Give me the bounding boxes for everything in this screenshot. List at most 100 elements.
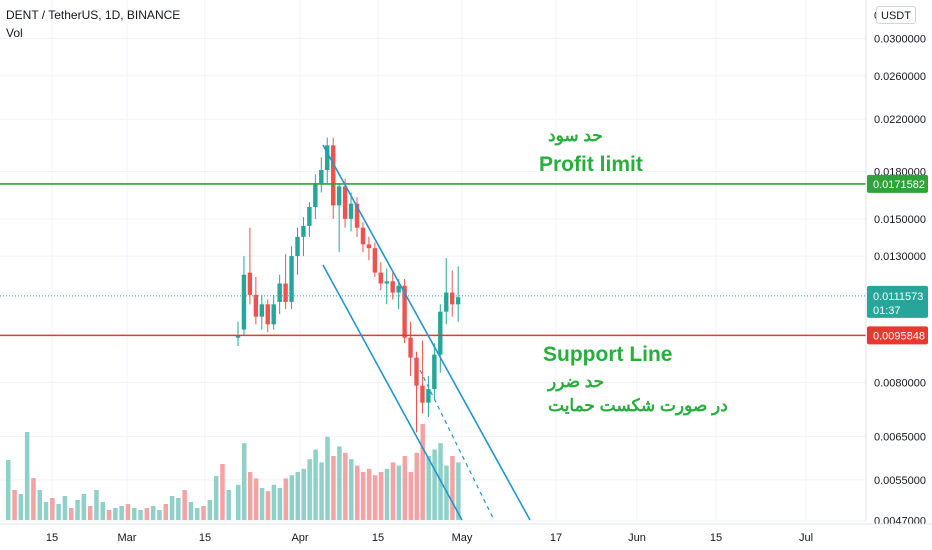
candle (301, 217, 306, 257)
volume-bar (277, 488, 283, 520)
volume-bar (100, 502, 105, 520)
time-tick-label: 15 (372, 532, 384, 544)
candle-body (283, 283, 288, 302)
volume-bar (188, 502, 194, 520)
price-tick-label: 0.0220000 (874, 114, 926, 126)
price-tick-label: 0.0055000 (874, 475, 926, 487)
volume-bar (87, 506, 93, 520)
volume-bar (384, 468, 390, 520)
candle (325, 137, 330, 184)
candle-body (450, 292, 455, 305)
volume-bar (182, 490, 187, 520)
volume-bar (432, 449, 437, 520)
grid (0, 0, 866, 522)
channel-mid-dashed (419, 369, 495, 521)
candle (259, 294, 264, 330)
candle-body (390, 281, 395, 293)
volume-bar (119, 506, 124, 520)
candle (432, 343, 437, 400)
volume-bar (37, 490, 42, 520)
candle (414, 351, 419, 433)
volume-bar (106, 510, 112, 520)
candle-body (301, 225, 306, 237)
volume-bar (56, 504, 61, 520)
volume-bar (157, 510, 162, 520)
candle (455, 266, 461, 322)
candle-body (271, 304, 276, 325)
volume-bar (247, 472, 253, 520)
profit-price-tag: 0.0171582 (873, 179, 925, 191)
candle (307, 202, 312, 237)
volume-bar (62, 496, 68, 520)
volume-bar (226, 490, 231, 520)
symbol-title: DENT / TetherUS, 1D, BINANCE (6, 8, 181, 22)
volume-bar (313, 449, 318, 520)
volume-bar (50, 498, 55, 520)
price-tick-label: 0.0130000 (874, 251, 926, 263)
candle (342, 178, 348, 228)
profit-limit-label-fa: حد سود (548, 126, 603, 145)
candle-body (438, 311, 443, 355)
volume-bar (132, 508, 137, 520)
volume-bar (94, 490, 99, 520)
candle-body (402, 285, 407, 338)
price-tick-label: 0.0080000 (874, 377, 926, 389)
volume-bar (426, 456, 431, 520)
volume-bar (408, 472, 414, 520)
candle-body (396, 285, 401, 293)
time-tick-label: 15 (46, 532, 58, 544)
volume-bar (295, 472, 300, 520)
stop-loss-label-fa: حد ضرر (548, 372, 605, 391)
candles (235, 137, 461, 433)
volume-bar (75, 500, 80, 520)
volume-bar (176, 498, 181, 520)
volume-bar (241, 443, 247, 520)
current-price-tag-bg (867, 285, 928, 318)
candle (348, 192, 354, 232)
candle (360, 222, 366, 253)
volume-bar (150, 506, 156, 520)
countdown-label: 01:37 (873, 305, 901, 317)
candle-body (348, 203, 354, 219)
volume-bar (283, 478, 289, 520)
candle-body (259, 304, 264, 317)
volume-bar (207, 500, 213, 520)
candle-body (342, 186, 348, 219)
candle-body (455, 297, 461, 305)
volume-bar (24, 432, 30, 520)
price-tick-label: 0.0065000 (874, 431, 926, 443)
candle-body (331, 145, 336, 206)
volume-bar (163, 504, 168, 520)
volume-bar (169, 496, 175, 520)
volume-bar (307, 459, 312, 520)
candle (253, 276, 259, 325)
candle (450, 270, 455, 317)
volume-bar (366, 468, 372, 520)
time-scale: 15 Mar 15 Apr 15 May 17 Jun 15 Jul (0, 523, 932, 544)
volume-bar (319, 462, 324, 520)
volume-bar (220, 464, 225, 520)
volume-bar (144, 508, 150, 520)
candle (444, 258, 449, 325)
volume-bar (456, 462, 461, 520)
stop-loss-note-fa: در صورت شکست حمایت (548, 396, 728, 415)
candle (396, 279, 401, 310)
current-price-tag: 0.0111573 (873, 291, 923, 303)
volume-bar (31, 478, 36, 520)
support-price-tag: 0.0095848 (873, 330, 925, 342)
volume-indicator-label: Vol (6, 26, 23, 40)
volume-bar (301, 468, 306, 520)
currency-button[interactable]: USDT (876, 6, 916, 24)
channel-upper-line (322, 144, 531, 521)
volume-bar (236, 484, 241, 520)
candle (378, 262, 383, 291)
candle-body (295, 236, 300, 257)
candle (372, 242, 378, 277)
candle-body (432, 354, 437, 389)
candle (336, 183, 342, 253)
candle (271, 294, 276, 330)
price-tick-label: 0.0150000 (874, 214, 926, 226)
candle-body (408, 337, 413, 358)
candle-body (420, 385, 425, 403)
